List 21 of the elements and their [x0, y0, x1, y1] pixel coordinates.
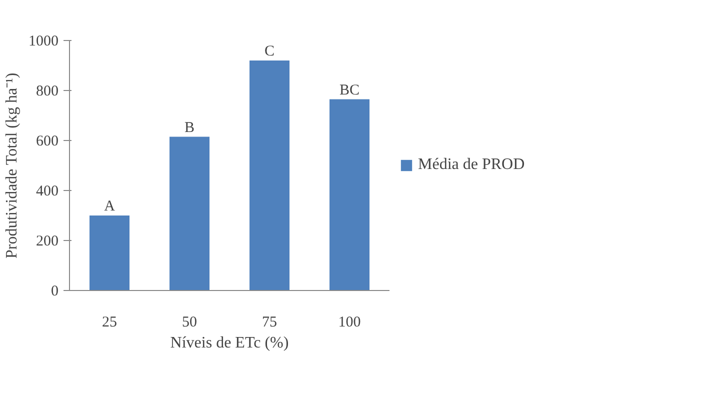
- y-tick-label: 600: [36, 134, 58, 150]
- y-tick-label: 0: [51, 284, 58, 300]
- y-tick-label: 1000: [28, 34, 58, 50]
- legend-label: Média de PROD: [418, 156, 525, 174]
- y-tick-label: 400: [36, 184, 58, 200]
- annotation: C: [264, 44, 275, 60]
- x-tick-label: 100: [338, 314, 361, 330]
- y-tick-label: 200: [36, 234, 58, 250]
- annotation: B: [184, 120, 195, 136]
- y-axis-title: Produtividade Total (kg ha⁻¹): [4, 72, 20, 258]
- bar: [90, 216, 130, 290]
- x-tick-label: 25: [102, 314, 117, 330]
- annotation: A: [104, 198, 116, 214]
- bar: [330, 99, 370, 290]
- bar: [170, 136, 210, 290]
- x-axis-title: Níveis de ETc (%): [170, 334, 289, 352]
- x-tick-label: 50: [182, 314, 197, 330]
- bar: [250, 60, 290, 290]
- y-tick-label: 800: [36, 84, 58, 100]
- x-tick-label: 75: [262, 314, 277, 330]
- annotation: BC: [339, 82, 360, 98]
